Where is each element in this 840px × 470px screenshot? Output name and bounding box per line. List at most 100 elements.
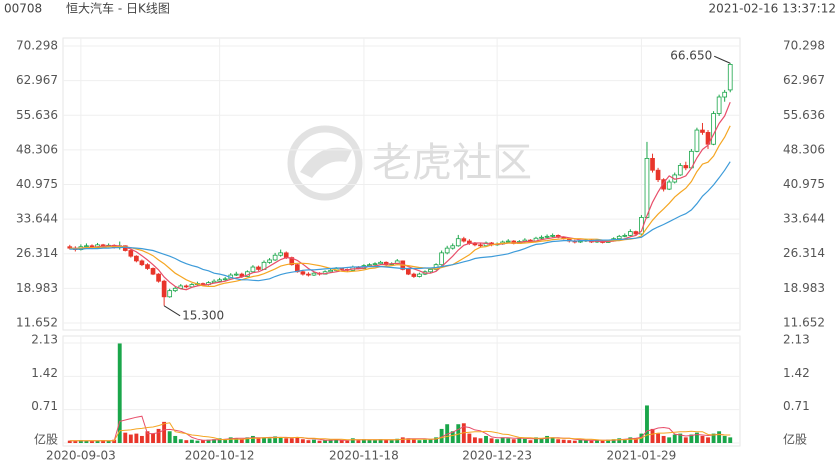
y-tick-label-right: 55.636 [783, 108, 825, 122]
candle-body [372, 263, 378, 266]
candle-body [444, 247, 450, 254]
candle-body [700, 129, 705, 133]
x-tick-label: 2020-09-03 [46, 449, 116, 463]
candle-body [145, 264, 150, 269]
volume-bar [262, 437, 266, 443]
volume-bar [694, 432, 699, 443]
candle-body [439, 252, 444, 266]
volume-bar [472, 437, 477, 443]
candle-body [278, 252, 284, 256]
volume-bar [278, 437, 283, 443]
volume-bar [645, 405, 649, 443]
volume-bar [606, 439, 611, 443]
candle-body [256, 266, 261, 270]
volume-bar [700, 435, 705, 443]
y-tick-label-right: 18.983 [783, 281, 825, 295]
candle-body [328, 269, 333, 273]
volume-bar [722, 435, 727, 443]
volume-bar [689, 434, 694, 443]
x-tick-label: 2021-01-29 [607, 449, 677, 463]
candle-body [405, 269, 411, 275]
volume-bar [711, 433, 716, 443]
candle-body [722, 91, 728, 98]
volume-bar [622, 439, 627, 443]
volume-bar [561, 439, 566, 443]
y2-tick-label: 0.71 [31, 399, 58, 413]
volume-bar [123, 432, 128, 443]
timestamp: 2021-02-16 13:37:12 [709, 2, 836, 16]
volume-bar [556, 439, 561, 443]
volume-bar [173, 435, 178, 443]
volume-bar [617, 438, 622, 443]
candle-body [655, 169, 661, 181]
volume-bar [339, 440, 344, 443]
volume-bar [572, 440, 577, 443]
volume-bar [328, 439, 333, 443]
volume-bar [678, 433, 683, 443]
y-tick-label: 33.644 [16, 212, 58, 226]
chart-title: 恒大汽车 - 日K线图 [66, 1, 170, 16]
candle-body [367, 264, 372, 267]
volume-bar [228, 437, 233, 443]
volume-bar [106, 440, 111, 443]
candle-body [677, 165, 683, 176]
volume-bar [201, 440, 205, 443]
candle-body [644, 158, 650, 218]
volume-bar [628, 437, 633, 443]
volume-bar [128, 434, 133, 443]
y-tick-label-right: 26.314 [783, 246, 825, 260]
candle-body [217, 279, 222, 282]
candle-body [272, 254, 278, 261]
y-tick-label: 26.314 [16, 246, 58, 260]
volume-bar [450, 431, 455, 443]
y2-tick-label-right: 亿股 [783, 432, 807, 447]
candle-body [417, 273, 422, 277]
candle-body [250, 266, 256, 273]
candle-body [633, 231, 639, 235]
volume-bar [528, 440, 533, 443]
candle-body [727, 64, 733, 91]
candle-body [411, 273, 417, 277]
y-tick-label: 48.306 [16, 142, 58, 156]
volume-bar [178, 439, 183, 443]
y2-tick-label: 亿股 [34, 432, 58, 447]
volume-bar [256, 438, 261, 443]
volume-bar [312, 439, 316, 443]
y-tick-label-right: 62.967 [783, 73, 825, 87]
volume-bar [300, 439, 305, 443]
volume-bar [633, 438, 638, 443]
volume-bar [212, 439, 217, 443]
volume-bar [167, 431, 172, 443]
x-tick-label: 2020-12-23 [462, 449, 532, 463]
volume-bar [234, 438, 239, 443]
volume-bar [356, 440, 361, 443]
volume-bar [139, 435, 144, 443]
volume-bar [478, 438, 483, 443]
volume-bar [78, 440, 83, 443]
volume-bar [250, 435, 255, 443]
candle-body [161, 280, 167, 298]
volume-bar [589, 440, 594, 443]
ma-line [69, 161, 731, 282]
volume-bar [567, 440, 572, 443]
y-tick-label: 40.975 [16, 177, 58, 191]
candle-body [650, 158, 655, 171]
volume-bar [728, 437, 733, 443]
watermark-text: 老虎社区 [372, 140, 532, 186]
y-tick-label-right: 70.298 [783, 39, 825, 53]
volume-bar [145, 431, 150, 443]
volume-bar [112, 439, 117, 443]
volume-bar [90, 441, 94, 443]
volume-bar [661, 435, 666, 443]
min-label: 15.300 [182, 308, 224, 322]
y-tick-label-right: 11.652 [783, 316, 825, 330]
x-tick-label: 2020-10-12 [185, 449, 255, 463]
volume-bar [672, 434, 677, 443]
volume-bar [195, 440, 200, 443]
volume-bar [117, 343, 122, 443]
candle-body [683, 165, 689, 169]
volume-bar [189, 439, 194, 443]
volume-bar [206, 439, 211, 443]
x-tick-label: 2020-11-18 [329, 449, 399, 463]
